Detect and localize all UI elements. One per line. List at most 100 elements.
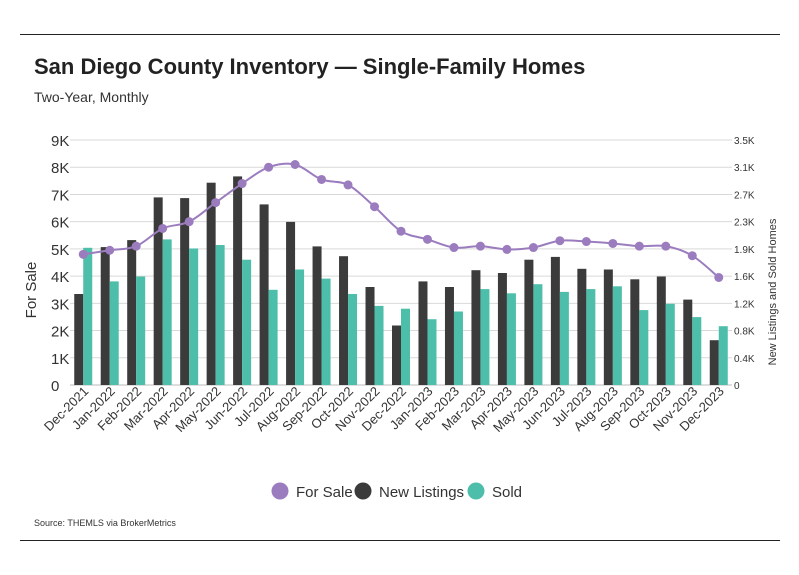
legend-marker [467,482,485,500]
point-for-sale [211,198,221,208]
point-for-sale [158,223,168,233]
right-tick-label: 1.6K [734,272,755,283]
right-tick-label: 0.4K [734,354,755,365]
point-for-sale [581,237,591,247]
bar-new-listings [153,197,163,385]
left-tick-label: 7K [51,187,69,204]
bar-sold [374,305,384,385]
left-tick-label: 1K [51,351,69,368]
left-tick-label: 3K [51,296,69,313]
bar-sold [533,284,543,385]
bar-new-listings [233,176,243,385]
right-tick-label: 1.9K [734,245,755,256]
right-axis: 0 0.4K 0.8K 1.2K 1.6K 1.9K 2.3K 2.7K 3.1K 3.5K [734,136,755,392]
bar-new-listings [709,340,719,385]
legend-label: Sold [492,484,522,501]
bar-sold [586,289,596,385]
bar-sold [348,294,358,385]
bar-new-listings [206,182,216,385]
bar-new-listings [180,198,190,385]
point-for-sale [502,244,512,254]
bar-new-listings [524,259,534,385]
left-tick-label: 8K [51,160,69,177]
bar-sold [136,276,146,385]
bar-sold [692,317,702,385]
bar-new-listings [630,279,640,385]
bar-new-listings [577,268,587,385]
bar-new-listings [339,256,349,385]
bar-sold [242,259,252,385]
bar-new-listings [259,204,269,385]
point-for-sale [264,162,274,172]
legend: For Sale New Listings Sold [271,482,522,501]
bar-new-listings [286,221,296,385]
bar-new-listings [100,247,110,385]
point-for-sale [370,202,380,212]
point-for-sale [661,241,671,251]
right-tick-label: 0 [734,381,740,392]
left-axis: 0 1K 2K 3K 4K 5K 6K 7K 8K 9K [51,133,69,395]
left-tick-label: 9K [51,133,69,150]
bar-sold [321,278,331,385]
bottom-rule [20,540,780,541]
right-tick-label: 1.2K [734,299,755,310]
bar-sold [427,319,437,385]
bar-new-listings [392,325,401,385]
bar-series [74,176,728,385]
point-for-sale [687,251,697,261]
point-for-sale [396,226,406,236]
point-for-sale [475,241,485,251]
bar-sold [401,308,410,385]
source-note: Source: THEMLS via BrokerMetrics [34,518,176,528]
y-axis-label-left: For Sale [23,262,40,319]
legend-label: For Sale [296,484,353,501]
left-tick-label: 6K [51,215,69,232]
bar-new-listings [683,299,693,385]
line-series [78,160,724,282]
right-tick-label: 3.1K [734,163,755,174]
bar-sold [83,247,93,385]
bar-sold [718,326,728,385]
bar-new-listings [74,294,84,385]
bar-new-listings [603,269,613,385]
left-tick-label: 4K [51,269,69,286]
y-axis-label-right: New Listings and Sold Homes [767,218,779,365]
legend-marker [271,482,289,500]
bar-sold [639,310,649,385]
bar-sold [295,269,305,385]
right-tick-label: 2.3K [734,218,755,229]
bar-sold [162,239,172,385]
point-for-sale [131,241,141,251]
bar-sold [559,291,569,385]
point-for-sale [290,160,300,169]
point-for-sale [184,217,194,227]
point-for-sale [714,272,724,282]
bar-new-listings [656,276,666,385]
left-tick-label: 0 [51,378,59,395]
point-for-sale [343,180,353,190]
point-for-sale [528,243,538,253]
legend-label: New Listings [379,484,464,501]
bar-sold [480,289,490,385]
point-for-sale [78,249,88,259]
bar-sold [189,248,199,385]
bar-sold [268,289,278,385]
x-axis: Dec-2021Jan-2022Feb-2022Mar-2022Apr-2022… [41,384,727,435]
point-for-sale [608,238,618,248]
bar-new-listings [550,256,560,385]
left-tick-label: 5K [51,242,69,259]
bar-new-listings [444,287,454,385]
top-rule [20,34,780,35]
bar-new-listings [312,246,322,385]
point-for-sale [449,243,459,253]
bar-new-listings [127,240,137,385]
right-tick-label: 3.5K [734,136,755,147]
bar-new-listings [365,287,375,385]
bar-sold [109,281,119,385]
point-for-sale [634,241,644,251]
point-for-sale [105,245,115,255]
line-for-sale [83,162,720,279]
point-for-sale [237,179,247,189]
right-tick-label: 2.7K [734,190,755,201]
